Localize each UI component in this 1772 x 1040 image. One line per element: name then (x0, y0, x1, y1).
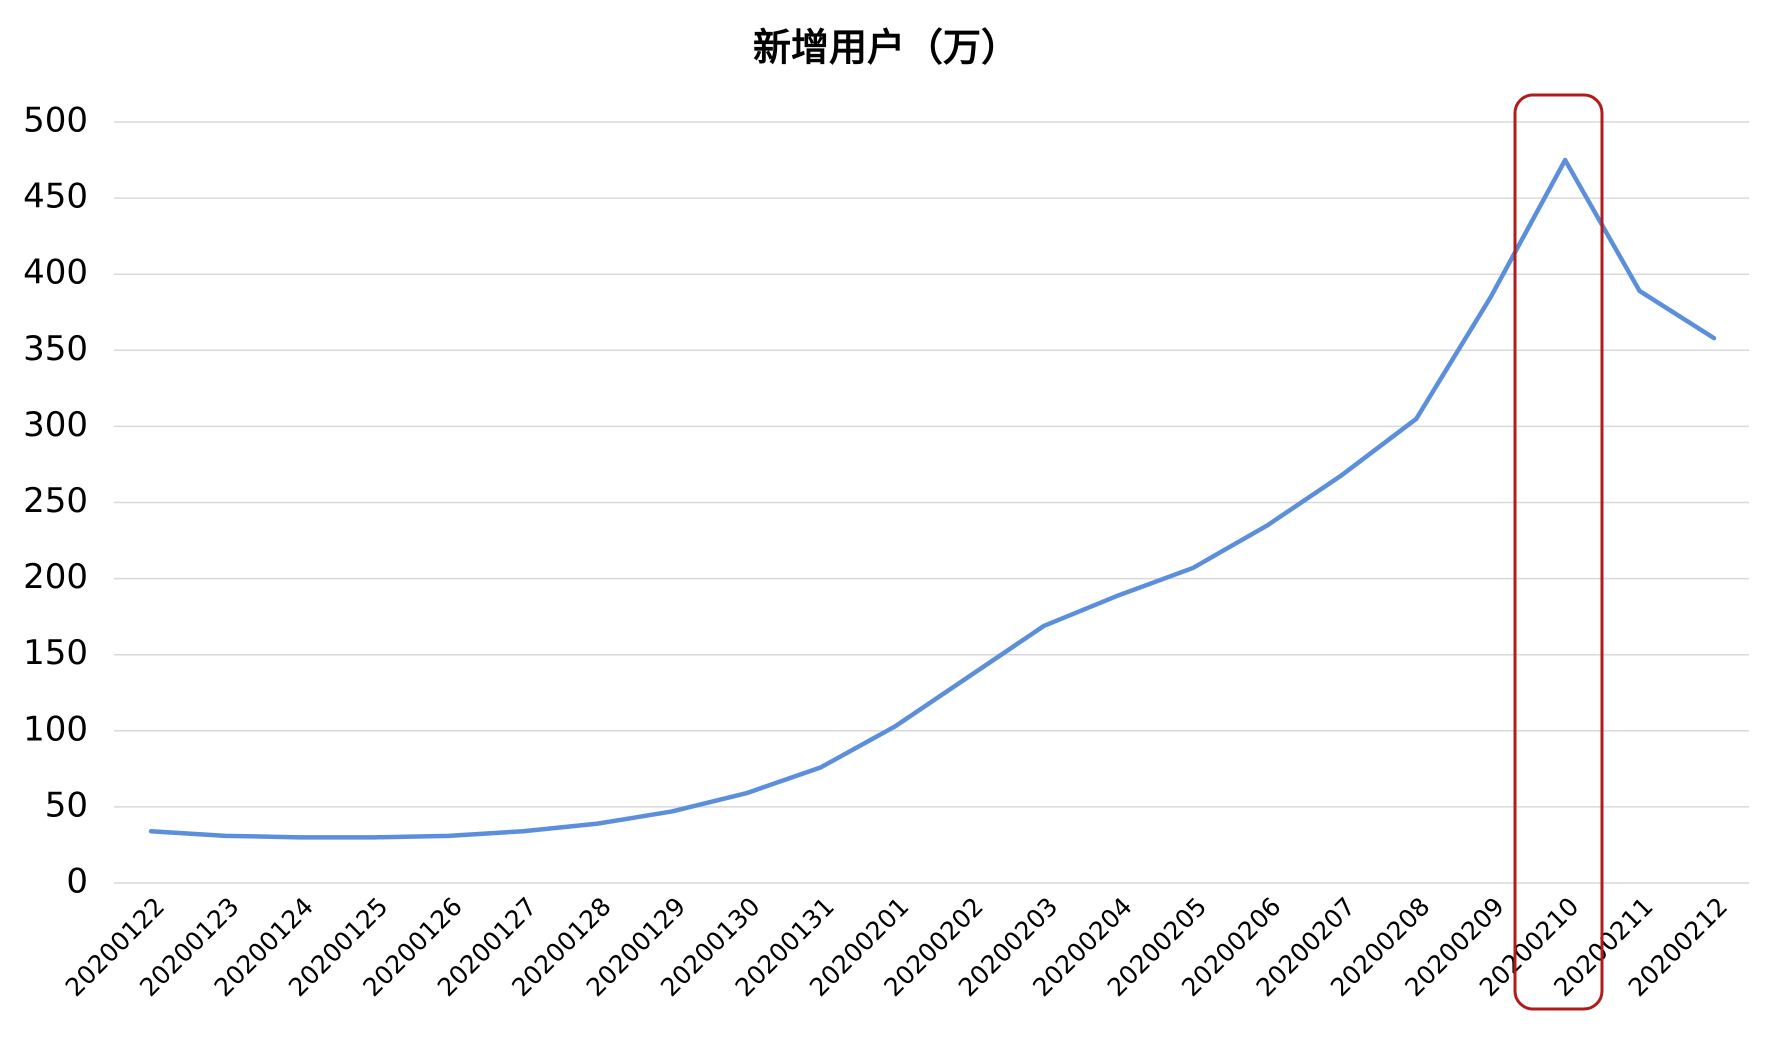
y-tick-label: 350 (23, 329, 88, 369)
y-tick-label: 250 (23, 481, 88, 521)
y-tick-label: 450 (23, 177, 88, 217)
data-line (148, 157, 1717, 840)
y-tick-label: 100 (23, 709, 88, 749)
y-tick-label: 500 (23, 101, 88, 141)
y-tick-label: 150 (23, 633, 88, 673)
y-tick-label: 0 (66, 862, 88, 902)
y-tick-label: 400 (23, 253, 88, 293)
y-tick-label: 200 (23, 557, 88, 597)
plot-area: 0501001502002503003504004505002020012220… (23, 101, 1749, 1002)
chart-title: 新增用户（万） (753, 26, 1019, 70)
y-tick-label: 50 (45, 785, 88, 825)
highlight-box (1513, 93, 1604, 1011)
y-tick-label: 300 (23, 405, 88, 445)
